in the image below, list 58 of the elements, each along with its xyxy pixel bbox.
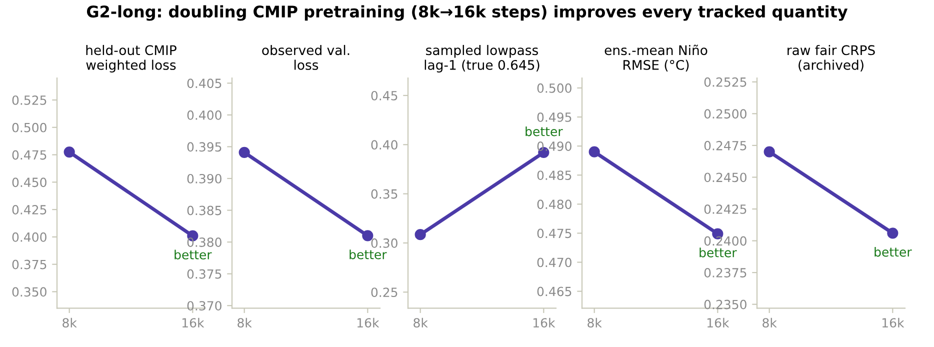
y-tick-label: 0.495 bbox=[537, 112, 572, 122]
y-tick-label: 0.500 bbox=[12, 122, 46, 132]
y-tick-label: 0.25 bbox=[371, 288, 398, 298]
x-tick-label: 8k bbox=[238, 318, 252, 328]
x-tick-label: 16k bbox=[357, 318, 380, 328]
y-tick-label: 0.400 bbox=[187, 110, 222, 120]
x-tick-label: 16k bbox=[182, 318, 204, 328]
y-tick-label: 0.30 bbox=[371, 238, 398, 248]
y-tick-label: 0.485 bbox=[537, 170, 572, 180]
y-tick-label: 0.2475 bbox=[704, 140, 746, 150]
y-tick-label: 0.2450 bbox=[704, 172, 746, 182]
x-tick-label: 16k bbox=[707, 318, 730, 328]
y-tick-label: 0.450 bbox=[12, 178, 46, 188]
y-tick-label: 0.35 bbox=[371, 189, 398, 199]
y-tick-label: 0.470 bbox=[537, 258, 572, 268]
y-tick-label: 0.2350 bbox=[704, 300, 746, 310]
y-tick-label: 0.465 bbox=[537, 286, 572, 296]
y-tick-label: 0.2425 bbox=[704, 204, 746, 214]
chart-title: held-out CMIP weighted loss bbox=[86, 44, 176, 72]
y-tick-label: 0.475 bbox=[537, 228, 572, 238]
y-tick-label: 0.405 bbox=[187, 78, 222, 88]
y-tick-label: 0.500 bbox=[537, 83, 572, 93]
y-tick-label: 0.350 bbox=[12, 287, 46, 297]
annotation: better bbox=[526, 126, 563, 136]
y-tick-label: 0.400 bbox=[12, 232, 46, 242]
y-tick-label: 0.395 bbox=[187, 142, 222, 152]
text: G2-long: doubling CMIP pretraining (8k→16k steps) improves every tracked quantity bbox=[86, 5, 848, 21]
y-tick-label: 0.2400 bbox=[704, 236, 746, 246]
y-tick-label: 0.370 bbox=[187, 301, 222, 311]
x-tick-label: 8k bbox=[62, 318, 77, 328]
chart-title: observed val. loss bbox=[262, 44, 350, 70]
y-tick-label: 0.425 bbox=[12, 205, 46, 214]
y-tick-label: 0.490 bbox=[537, 142, 572, 151]
x-tick-label: 8k bbox=[588, 318, 602, 328]
annotation: better bbox=[350, 250, 387, 260]
y-tick-label: 0.2500 bbox=[704, 109, 746, 119]
y-tick-label: 0.475 bbox=[12, 150, 46, 160]
x-tick-label: 8k bbox=[414, 318, 428, 328]
y-tick-label: 0.45 bbox=[371, 90, 398, 100]
y-tick-label: 0.375 bbox=[187, 269, 222, 279]
y-tick-label: 0.385 bbox=[187, 206, 222, 216]
y-tick-label: 0.480 bbox=[537, 200, 572, 210]
annotation: better bbox=[874, 247, 912, 257]
annotation: better bbox=[700, 248, 737, 258]
x-tick-label: 8k bbox=[762, 318, 777, 328]
annotation: better bbox=[174, 250, 212, 260]
chart-title: ens.-mean Niño RMSE (°C) bbox=[604, 44, 708, 72]
chart-title: sampled lowpass lag-1 (true 0.645) bbox=[424, 44, 540, 72]
y-tick-label: 0.40 bbox=[371, 140, 398, 150]
y-tick-label: 0.2375 bbox=[704, 268, 746, 278]
x-tick-label: 16k bbox=[882, 318, 904, 328]
y-tick-label: 0.390 bbox=[187, 174, 222, 184]
chart-title: raw fair CRPS (archived) bbox=[788, 44, 875, 72]
x-tick-label: 16k bbox=[533, 318, 556, 328]
y-tick-label: 0.2525 bbox=[704, 77, 746, 87]
y-tick-label: 0.380 bbox=[187, 238, 222, 247]
y-tick-label: 0.525 bbox=[12, 95, 46, 105]
y-tick-label: 0.375 bbox=[12, 260, 46, 270]
